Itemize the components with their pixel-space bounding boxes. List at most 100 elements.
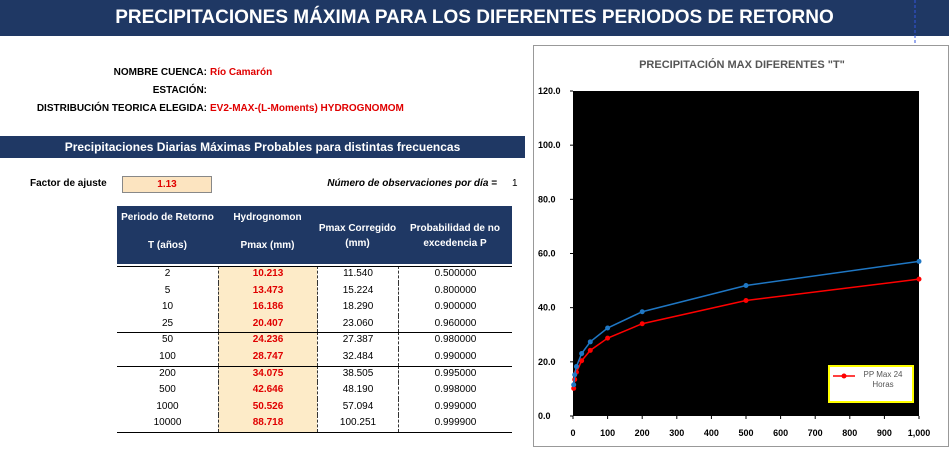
y-tick-label: 60.0 bbox=[538, 249, 556, 259]
row-separator bbox=[117, 432, 512, 433]
point bbox=[587, 339, 593, 345]
point bbox=[743, 298, 749, 304]
y-tick-label: 100.0 bbox=[538, 140, 561, 150]
table-cell: 0.995000 bbox=[398, 365, 512, 383]
x-tick-label: 100 bbox=[600, 428, 615, 438]
table-cell: 50 bbox=[161, 334, 174, 346]
table-cell: 24.236 bbox=[218, 332, 317, 349]
chart-title: PRECIPITACIÓN MAX DIFERENTES "T" bbox=[639, 58, 845, 71]
point bbox=[916, 258, 922, 264]
column-header: T (años) bbox=[148, 240, 187, 251]
distribucion-label: DISTRIBUCIÓN TEORICA ELEGIDA: bbox=[36, 103, 207, 114]
table-cell: 200 bbox=[159, 367, 176, 379]
table-cell: 57.094 bbox=[317, 398, 398, 416]
table-cell: 100.251 bbox=[317, 415, 398, 432]
x-tick-label: 900 bbox=[877, 428, 892, 438]
column-header: Hydrognomon bbox=[233, 212, 302, 223]
factor-value: 1.13 bbox=[122, 176, 212, 193]
table-cell: 500 bbox=[159, 384, 176, 396]
point bbox=[916, 276, 922, 282]
point bbox=[579, 358, 585, 364]
point bbox=[639, 309, 645, 315]
row-separator bbox=[117, 332, 512, 334]
x-tick-label: 400 bbox=[704, 428, 719, 438]
x-tick-label: 500 bbox=[738, 428, 753, 438]
table-cell: 88.718 bbox=[218, 415, 317, 432]
table-cell: 0.980000 bbox=[398, 332, 512, 349]
table-cell: 10000 bbox=[153, 417, 182, 429]
table-cell: 34.075 bbox=[218, 365, 317, 383]
obs-value: 1 bbox=[512, 178, 518, 189]
cuenca-label: NOMBRE CUENCA: bbox=[113, 67, 207, 78]
table-cell: 0.999900 bbox=[398, 415, 512, 432]
y-tick-label: 40.0 bbox=[538, 303, 556, 313]
y-tick-label: 120.0 bbox=[538, 86, 561, 96]
table-cell: 32.484 bbox=[317, 349, 398, 366]
row-separator bbox=[117, 365, 512, 367]
plot-area bbox=[573, 91, 919, 416]
table-cell: 0.800000 bbox=[398, 282, 512, 300]
point bbox=[573, 363, 579, 369]
table-cell: 13.473 bbox=[218, 282, 317, 300]
table-cell: 0.990000 bbox=[398, 349, 512, 366]
point bbox=[605, 325, 611, 331]
table-cell: 38.505 bbox=[317, 365, 398, 383]
table-cell: 25 bbox=[161, 317, 174, 329]
chart: PRECIPITACIÓN MAX DIFERENTES "T" 0.0 20.0… bbox=[538, 58, 931, 438]
legend-box bbox=[828, 365, 914, 403]
table-cell: 0.900000 bbox=[398, 299, 512, 316]
column-header: Pmax (mm) bbox=[240, 240, 295, 251]
table-cell: 11.540 bbox=[317, 266, 398, 283]
table-cell: 0.500000 bbox=[398, 266, 512, 283]
cuenca-value: Río Camarón bbox=[210, 67, 273, 78]
point bbox=[639, 321, 645, 327]
point bbox=[571, 385, 577, 391]
point bbox=[743, 282, 749, 288]
table-body: 2 10.213 11.540 0.500000 5 13.473 15.224 0.8000… bbox=[117, 266, 512, 436]
point bbox=[571, 382, 577, 388]
point bbox=[587, 347, 593, 353]
column-header: (mm) bbox=[345, 238, 370, 249]
table-cell: 5 bbox=[164, 284, 171, 296]
column-header: Periodo de Retorno bbox=[121, 212, 214, 223]
table-cell: 48.190 bbox=[317, 382, 398, 399]
table-cell: 50.526 bbox=[218, 398, 317, 416]
x-tick-label: 1,000 bbox=[908, 428, 931, 438]
table-cell: 10.213 bbox=[218, 266, 317, 283]
estacion-label: ESTACIÓN: bbox=[152, 85, 207, 96]
x-tick-label: 0 bbox=[570, 428, 575, 438]
table-cell: 15.224 bbox=[317, 282, 398, 300]
section-title: Precipitaciones Diarias Máximas Probable… bbox=[0, 136, 525, 158]
distribucion-value: EV2-MAX-(L-Moments) HYDROGNOMOM bbox=[210, 103, 404, 114]
dashed-border bbox=[914, 0, 916, 45]
column-header: excedencia P bbox=[423, 238, 487, 249]
table-header: Periodo de Retorno T (años) Hydrognomon Pma… bbox=[117, 206, 512, 264]
table-cell: 0.998000 bbox=[398, 382, 512, 399]
table-cell: 10 bbox=[161, 301, 174, 313]
chart-panel: PRECIPITACIÓN MAX DIFERENTES "T" 0.0 20.0… bbox=[533, 45, 949, 447]
table-cell: 28.747 bbox=[218, 349, 317, 366]
factor-label: Factor de ajuste bbox=[30, 178, 107, 189]
column-header: Probabilidad de no bbox=[409, 223, 500, 234]
x-tick-label: 200 bbox=[635, 428, 650, 438]
legend-label: PP Max 24 Horas bbox=[863, 370, 903, 389]
table-cell: 16.186 bbox=[218, 299, 317, 316]
table-cell: 0.960000 bbox=[398, 315, 512, 333]
point bbox=[605, 335, 611, 341]
y-tick-label: 80.0 bbox=[538, 194, 556, 204]
x-tick-label: 800 bbox=[842, 428, 857, 438]
x-tick-label: 600 bbox=[773, 428, 788, 438]
table-cell: 100 bbox=[159, 351, 176, 362]
y-tick-label: 0.0 bbox=[538, 411, 551, 421]
row-separator bbox=[117, 266, 512, 267]
table-cell: 23.060 bbox=[317, 315, 398, 333]
legend-marker bbox=[841, 373, 847, 379]
point bbox=[579, 351, 585, 357]
y-tick-label: 20.0 bbox=[538, 357, 556, 367]
table-cell: 27.387 bbox=[317, 332, 398, 349]
table-cell: 0.999000 bbox=[398, 398, 512, 416]
point bbox=[572, 372, 578, 378]
table-cell: 42.646 bbox=[218, 382, 317, 399]
table-cell: 1000 bbox=[156, 400, 179, 412]
